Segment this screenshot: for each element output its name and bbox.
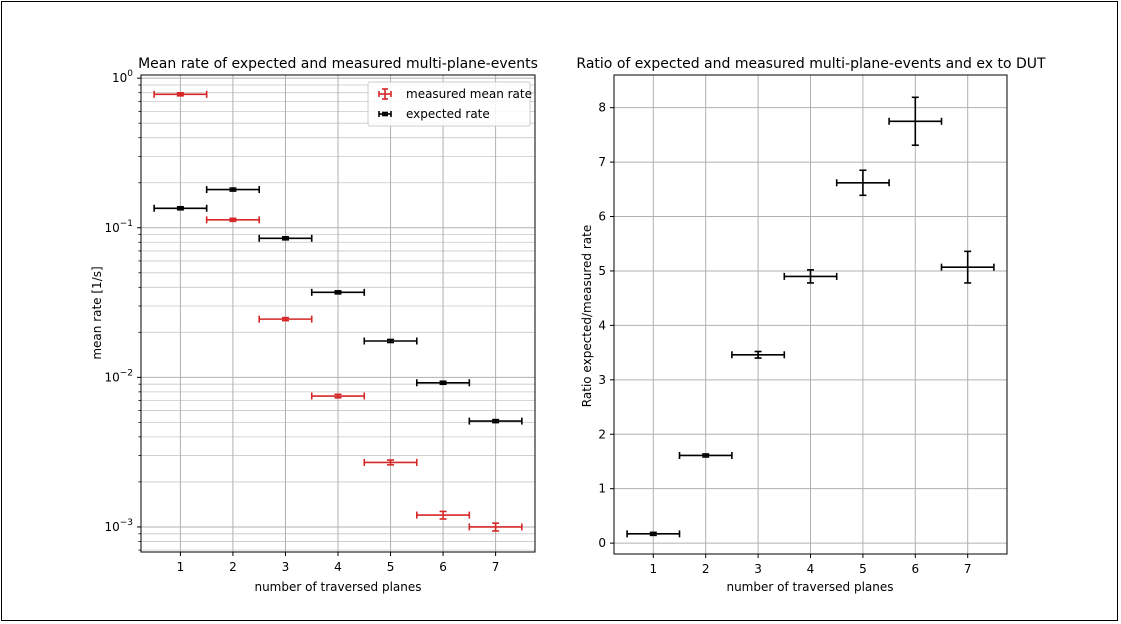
legend-symbol-expected	[378, 111, 392, 117]
left-chart: Mean rate of expected and measured multi…	[90, 56, 538, 594]
expected-rate-point	[415, 379, 471, 387]
left-ytick-exponent: 0	[127, 69, 133, 79]
ratio-point	[888, 96, 943, 147]
left-xtick-label: 2	[229, 560, 237, 574]
right-xtick-label: 2	[702, 562, 710, 576]
left-xtick-label: 1	[177, 560, 185, 574]
expected-rate-point	[468, 417, 523, 425]
right-ytick-label: 2	[598, 427, 606, 441]
right-xtick-label: 6	[911, 562, 919, 576]
measured-rate-point	[415, 510, 471, 520]
left-ytick-base: 10	[104, 520, 119, 534]
left-ytick-base: 10	[104, 370, 119, 384]
ratio-point	[783, 269, 838, 284]
right-chart: Ratio of expected and measured multi-pla…	[576, 56, 1046, 594]
ratio-point	[678, 451, 733, 459]
expected-rate-point	[258, 234, 313, 242]
left-ytick-base: 10	[112, 71, 127, 85]
right-ytick-label: 0	[598, 536, 606, 550]
left-xtick-label: 7	[492, 560, 500, 574]
measured-rate-point	[258, 315, 313, 323]
legend-errorbar-expected	[378, 111, 392, 117]
right-ylabel: Ratio expected/measured rate	[580, 225, 594, 407]
expected-rate-point	[310, 288, 366, 296]
right-ytick-label: 1	[598, 482, 606, 496]
right-grid	[614, 75, 1007, 554]
left-ytick-exponent: −2	[120, 368, 133, 378]
left-ytick-exponent: −3	[120, 518, 133, 528]
right-xlabel: number of traversed planes	[726, 580, 893, 594]
left-ytick-label: 100	[112, 69, 133, 85]
left-xtick-label: 3	[282, 560, 290, 574]
measured-rate-point	[205, 216, 261, 224]
left-xtick-label: 6	[439, 560, 447, 574]
ratio-point	[940, 250, 995, 284]
right-xtick-label: 7	[964, 562, 972, 576]
left-chart-title: Mean rate of expected and measured multi…	[138, 56, 538, 72]
right-ytick-label: 5	[598, 264, 606, 278]
left-xtick-label: 5	[387, 560, 395, 574]
legend-errorbar-measured	[378, 88, 392, 100]
expected-rate-point	[153, 204, 208, 212]
right-ytick-label: 6	[598, 210, 606, 224]
legend-box	[367, 81, 531, 127]
right-marks	[626, 96, 995, 538]
right-xtick-label: 3	[754, 562, 762, 576]
measured-rate-point	[153, 90, 208, 98]
legend-label-measured: measured mean rate	[406, 87, 532, 101]
left-ylabel: mean rate [1/s]	[90, 266, 104, 359]
expected-rate-point	[363, 337, 418, 345]
left-grid	[141, 75, 535, 552]
right-ytick-label: 7	[598, 155, 606, 169]
right-xtick-label: 5	[859, 562, 867, 576]
right-ytick-label: 3	[598, 373, 606, 387]
right-ytick-label: 4	[598, 318, 606, 332]
left-ytick-label: 10−1	[104, 219, 133, 235]
left-ytick-exponent: −1	[120, 219, 133, 229]
left-xlabel: number of traversed planes	[254, 580, 421, 594]
legend-symbol-measured	[378, 88, 392, 100]
expected-rate-point	[205, 186, 261, 194]
left-ytick-base: 10	[104, 221, 119, 235]
right-ytick-label: 8	[598, 101, 606, 115]
left-ytick-label: 10−3	[104, 518, 133, 534]
right-ticks: 0 1 2 3 4 5 6 7 8 1 2 3 4 5 6 7	[598, 101, 971, 576]
left-ytick-label: 10−2	[104, 368, 133, 384]
left-xtick-label: 4	[334, 560, 342, 574]
ratio-point	[835, 169, 890, 197]
measured-rate-point	[468, 522, 523, 532]
ratio-point	[626, 530, 681, 538]
ratio-point	[731, 350, 786, 359]
legend-label-expected: expected rate	[406, 107, 490, 121]
left-marks	[153, 90, 523, 532]
right-xtick-label: 1	[649, 562, 657, 576]
measured-rate-point	[310, 392, 366, 400]
right-xtick-label: 4	[807, 562, 815, 576]
measured-rate-point	[363, 458, 418, 466]
right-chart-title: Ratio of expected and measured multi-pla…	[576, 56, 1046, 72]
legend: measured mean rate expected rate	[367, 81, 532, 127]
